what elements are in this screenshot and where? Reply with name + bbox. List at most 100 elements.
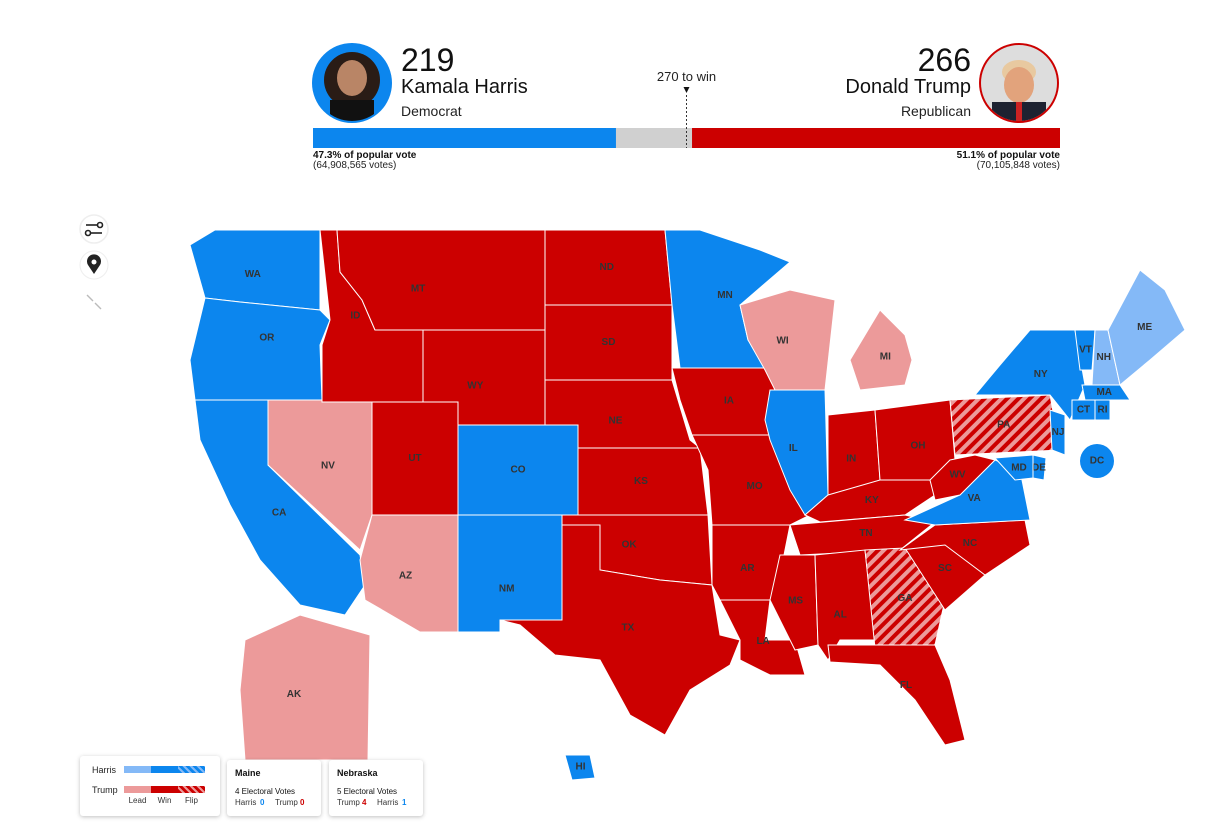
state-label: WI: [776, 335, 788, 346]
state-label: FL: [900, 680, 912, 691]
legend-swatch: [124, 766, 151, 773]
state-label: MO: [747, 481, 763, 492]
legend-swatch: [124, 786, 151, 793]
state-label: KS: [634, 476, 648, 487]
state[interactable]: [764, 389, 829, 516]
state[interactable]: [336, 229, 546, 331]
state-label: CA: [272, 508, 286, 519]
state-label: IN: [846, 454, 856, 465]
state[interactable]: [1049, 409, 1066, 456]
split-state: Maine: [235, 768, 261, 778]
state[interactable]: [189, 297, 331, 401]
state-label: GA: [898, 593, 913, 604]
candidate-name: Donald Trump: [845, 76, 971, 98]
state-label: MN: [717, 290, 733, 301]
state-label: TX: [621, 622, 634, 633]
state[interactable]: [1081, 384, 1131, 401]
ev-bar: [692, 128, 1060, 148]
electoral-votes: 266: [918, 42, 971, 78]
states: WA OR CA NV ID MT WY UT CO AZ NM ND SD NE KS OK TX MN IA MO…: [189, 229, 1186, 781]
split-votes: 0: [260, 798, 265, 807]
popular-vote: 47.3% of popular vote: [313, 150, 417, 161]
state-label: AZ: [399, 570, 412, 581]
state[interactable]: [239, 614, 371, 761]
state-label: VA: [968, 493, 981, 504]
state[interactable]: [1080, 444, 1114, 478]
harris-photo: [312, 43, 392, 123]
state-label: WV: [949, 470, 965, 481]
state-label: NM: [499, 584, 515, 595]
state[interactable]: [849, 309, 913, 391]
legend-party: Harris: [92, 765, 116, 775]
state-label: NC: [963, 538, 977, 549]
split-name: Harris: [377, 798, 399, 807]
state[interactable]: [814, 549, 876, 661]
legend-level: Lead: [128, 796, 147, 805]
state[interactable]: [1074, 329, 1096, 371]
state-label: RI: [1098, 405, 1108, 416]
split-name: Trump: [337, 798, 360, 807]
split-name: Trump: [275, 798, 298, 807]
split-votes: 4: [362, 798, 367, 807]
state-label: IA: [724, 396, 734, 407]
state-label: MS: [788, 596, 803, 607]
state-label: SD: [602, 337, 616, 348]
electoral-votes: 219: [401, 42, 454, 78]
split-ev: 5 Electoral Votes: [337, 787, 398, 796]
state-label: VT: [1079, 345, 1092, 356]
filter-icon[interactable]: [79, 214, 109, 244]
state-label: DC: [1090, 456, 1104, 467]
state-label: OH: [911, 441, 926, 452]
vote-count: (64,908,565 votes): [313, 160, 396, 171]
split-box: Nebraska 5 Electoral Votes Trump 4 Harris 1: [329, 760, 423, 816]
state[interactable]: [789, 514, 937, 556]
threshold-marker: [683, 87, 690, 93]
state-label: CT: [1077, 405, 1090, 416]
state-label: SC: [938, 563, 952, 574]
state-label: OK: [622, 540, 638, 551]
state-label: ND: [600, 262, 614, 273]
state[interactable]: [457, 514, 563, 633]
legend: Harris Trump Lead Win Flip: [80, 756, 220, 816]
state[interactable]: [929, 454, 996, 501]
legend-level: Flip: [185, 796, 198, 805]
collapse-icon[interactable]: [86, 294, 102, 310]
split-ev: 4 Electoral Votes: [235, 787, 296, 796]
legend-swatch: [151, 786, 178, 793]
split-votes: 0: [300, 798, 305, 807]
state-label: NJ: [1052, 427, 1065, 438]
party: Republican: [901, 103, 971, 119]
state-label: AL: [833, 610, 846, 621]
state[interactable]: [827, 644, 966, 746]
popular-vote: 51.1% of popular vote: [957, 150, 1061, 161]
state-label: NY: [1034, 369, 1048, 380]
state-label: MA: [1096, 387, 1112, 398]
candidate-name: Kamala Harris: [401, 76, 528, 98]
state[interactable]: [564, 754, 596, 781]
legend-party: Trump: [92, 785, 118, 795]
state-label: MT: [411, 283, 425, 294]
state[interactable]: [769, 554, 819, 651]
state[interactable]: [719, 599, 806, 676]
state-label: WY: [467, 380, 483, 391]
state-label: TN: [859, 528, 872, 539]
split-state: Nebraska: [337, 768, 378, 778]
location-icon[interactable]: [79, 250, 109, 280]
vote-count: (70,105,848 votes): [977, 160, 1060, 171]
state-label: NE: [608, 415, 622, 426]
state-label: PA: [997, 420, 1010, 431]
state-label: OR: [259, 333, 275, 344]
split-name: Harris: [235, 798, 257, 807]
split-box: Maine 4 Electoral Votes Harris 0 Trump 0: [227, 760, 321, 816]
state-label: MD: [1011, 462, 1027, 473]
state-label: AR: [740, 563, 755, 574]
state-label: NH: [1097, 352, 1111, 363]
state[interactable]: [1094, 399, 1111, 421]
ev-bar: [313, 128, 616, 148]
state-label: CO: [511, 465, 526, 476]
split-votes: 1: [402, 798, 407, 807]
state[interactable]: [993, 454, 1034, 481]
state[interactable]: [864, 547, 946, 649]
state-label: LA: [756, 636, 769, 647]
